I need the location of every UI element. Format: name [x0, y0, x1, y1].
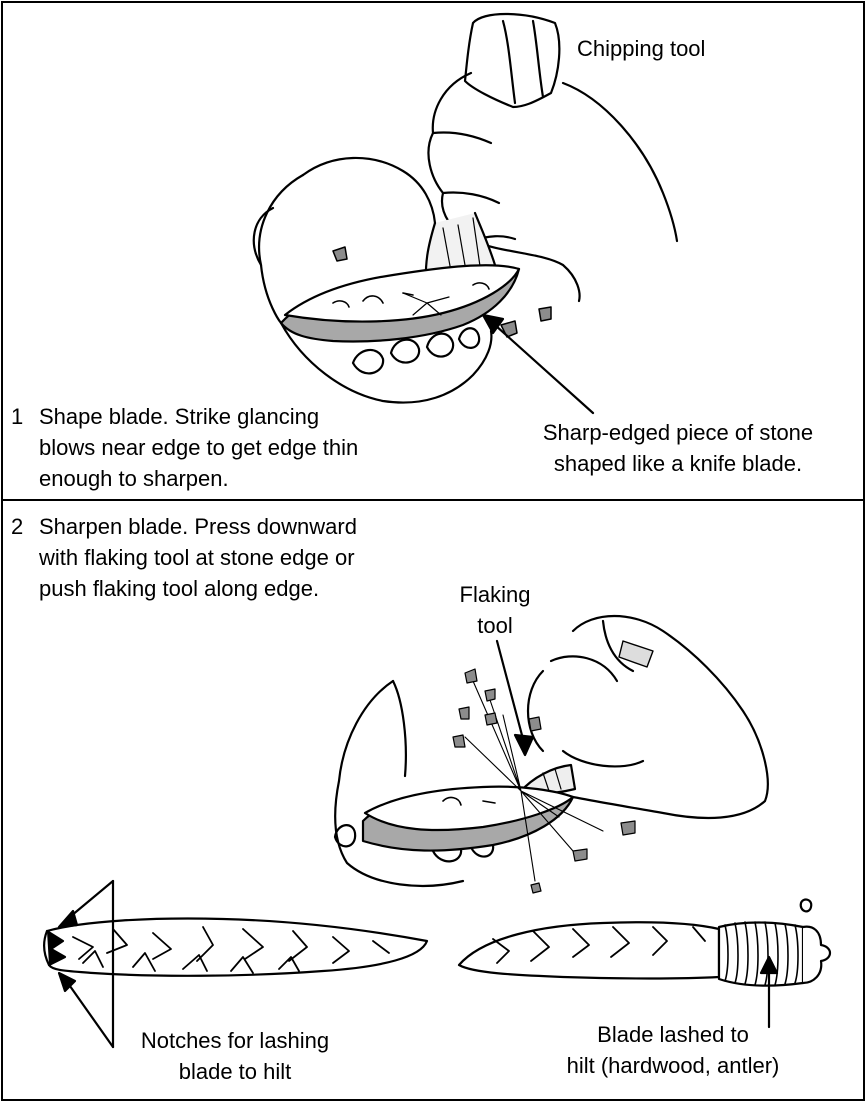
finger-tip	[389, 338, 421, 364]
flake	[464, 668, 478, 684]
finger-tip	[333, 824, 357, 848]
flake	[484, 688, 496, 702]
left-hand	[258, 173, 493, 404]
flake	[528, 716, 542, 732]
pointer-arrow	[493, 323, 595, 415]
pointer-arrow	[495, 639, 525, 741]
lashed-blade-label: Blade lashed to hilt (hardwood, antler)	[523, 1019, 823, 1081]
hilt	[801, 925, 832, 985]
chipping-tool	[463, 12, 561, 109]
label-line: Sharp-edged piece of stone	[542, 420, 814, 445]
lashed-blade	[457, 921, 721, 980]
step-number: 2	[11, 514, 24, 539]
label-line: hilt (hardwood, antler)	[566, 1053, 780, 1078]
right-hand	[571, 615, 769, 820]
step-1-panel: Chipping tool 1 Shape blade. Strike glan…	[1, 1, 865, 501]
finger-tip	[351, 349, 385, 375]
step-line: Sharpen blade. Press downward	[39, 514, 357, 539]
label-line: tool	[477, 613, 513, 638]
flake	[572, 848, 588, 862]
flake	[538, 306, 552, 322]
step-line: Shape blade. Strike glancing	[39, 404, 320, 429]
notches-label: Notches for lashing blade to hilt	[119, 1025, 351, 1087]
step-line: push flaking tool along edge.	[39, 576, 320, 601]
flake	[458, 706, 470, 720]
step-number: 1	[11, 404, 24, 429]
lashing	[717, 921, 805, 987]
chipping-tool-label: Chipping tool	[577, 36, 706, 61]
flake	[620, 820, 636, 836]
flaking-tool-label: Flaking tool	[435, 579, 555, 641]
right-hand	[427, 71, 581, 303]
finger-tip	[425, 332, 455, 358]
label-line: Notches for lashing	[140, 1028, 330, 1053]
finger-tip	[457, 327, 481, 349]
flake	[332, 246, 348, 262]
sharpen-blade-illustration	[43, 615, 832, 1049]
shape-blade-illustration	[252, 12, 679, 415]
flake	[452, 734, 466, 748]
label-line: Flaking	[459, 582, 531, 607]
stone-label: Sharp-edged piece of stone shaped like a…	[518, 417, 838, 479]
step-line: with flaking tool at stone edge or	[39, 545, 355, 570]
notch-pointer	[63, 977, 115, 1049]
label-line: blade to hilt	[178, 1059, 292, 1084]
label-line: shaped like a knife blade.	[553, 451, 803, 476]
flake	[530, 882, 542, 894]
step-line: enough to sharpen.	[39, 466, 229, 491]
left-hand	[334, 679, 465, 887]
step-2-panel: 2 Sharpen blade. Press downward with fla…	[1, 499, 865, 1101]
flake	[500, 320, 518, 338]
flake	[484, 712, 498, 726]
label-line: Blade lashed to	[597, 1022, 749, 1047]
notched-blade	[43, 917, 429, 977]
step-line: blows near edge to get edge thin	[39, 435, 359, 460]
